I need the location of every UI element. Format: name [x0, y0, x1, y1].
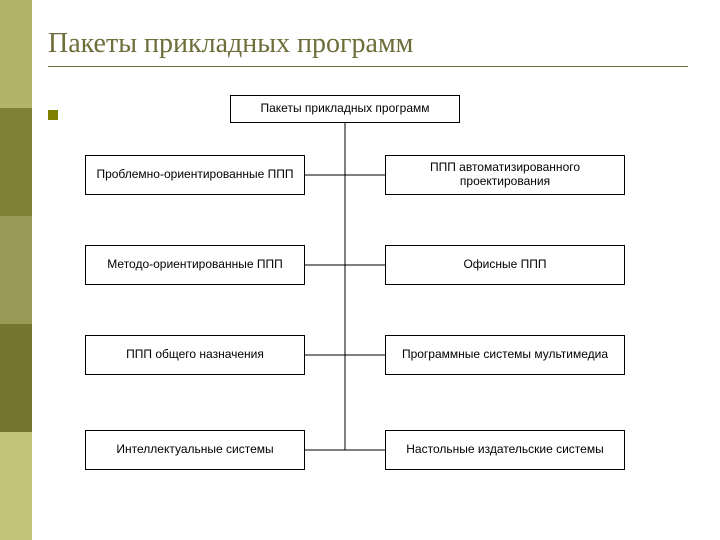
title-block: Пакеты прикладных программ	[48, 28, 688, 67]
stripe	[0, 108, 32, 216]
left-node-0: Проблемно-ориентированные ППП	[85, 155, 305, 195]
right-node-0: ППП автоматизированного проектирования	[385, 155, 625, 195]
left-node-1: Методо-ориентированные ППП	[85, 245, 305, 285]
bullet-icon	[48, 110, 58, 120]
slide-title: Пакеты прикладных программ	[48, 28, 688, 60]
right-node-3: Настольные издательские системы	[385, 430, 625, 470]
right-node-1: Офисные ППП	[385, 245, 625, 285]
stripe	[0, 0, 32, 108]
decorative-sidebar	[0, 0, 32, 540]
left-node-3: Интеллектуальные системы	[85, 430, 305, 470]
left-node-2: ППП общего назначения	[85, 335, 305, 375]
stripe	[0, 432, 32, 540]
hierarchy-diagram: Пакеты прикладных программ Проблемно-орие…	[60, 95, 680, 515]
stripe	[0, 216, 32, 324]
root-node: Пакеты прикладных программ	[230, 95, 460, 123]
right-node-2: Программные системы мультимедиа	[385, 335, 625, 375]
stripe	[0, 324, 32, 432]
title-underline	[48, 66, 688, 67]
